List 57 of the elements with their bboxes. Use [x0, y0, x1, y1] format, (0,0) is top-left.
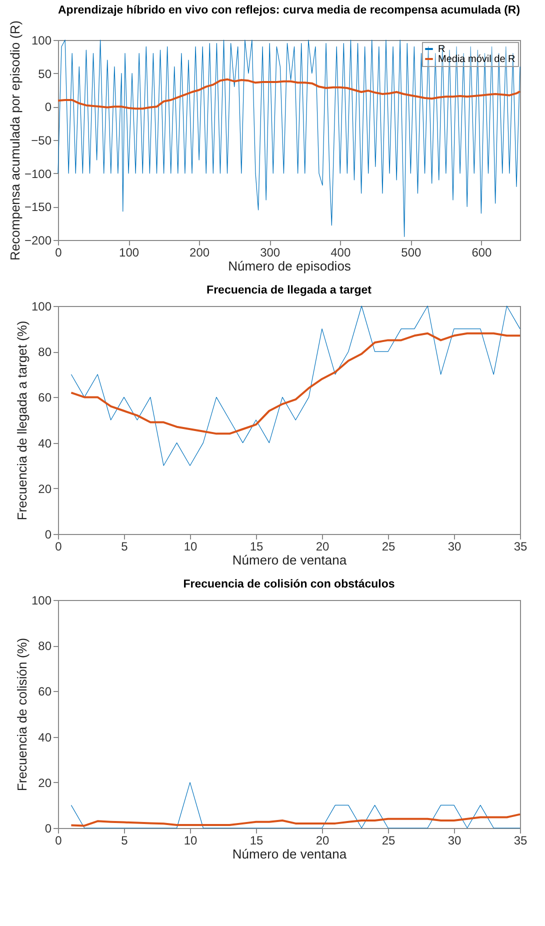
y-tick-label: −200 — [24, 234, 52, 248]
x-tick-label: 35 — [514, 540, 528, 554]
x-tick-label: 600 — [472, 246, 492, 260]
line-series — [70, 813, 521, 827]
y-tick-label: 60 — [38, 390, 52, 405]
x-tick-label: 10 — [184, 834, 198, 848]
x-tick-label: 30 — [448, 834, 462, 848]
legend-label: R — [438, 44, 446, 55]
y-axis-title: Frecuencia de colisión (%) — [14, 638, 30, 792]
y-tick-label: −50 — [31, 134, 52, 148]
chart-title: Frecuencia de colisión con obstáculos — [183, 578, 395, 590]
x-tick-label: 400 — [330, 246, 351, 260]
x-tick-label: 5 — [121, 834, 128, 848]
x-tick-label: 5 — [121, 540, 128, 554]
x-tick-label: 200 — [190, 246, 210, 260]
y-tick-label: 40 — [38, 436, 52, 450]
x-tick-label: 20 — [316, 540, 330, 554]
x-tick-label: 0 — [55, 246, 62, 260]
x-tick-label: 0 — [55, 834, 62, 848]
y-tick-label: 100 — [31, 300, 52, 314]
y-tick-label: −100 — [24, 166, 52, 181]
y-tick-label: 0 — [44, 528, 52, 542]
y-tick-label: 40 — [38, 730, 52, 744]
chart-title: Frecuencia de llegada a target — [206, 284, 372, 296]
y-tick-label: 80 — [38, 639, 52, 654]
line-series — [70, 306, 520, 466]
x-tick-label: 10 — [184, 540, 198, 554]
line-series — [58, 40, 520, 237]
x-axis-title: Número de episodios — [228, 258, 352, 274]
x-tick-label: 25 — [382, 540, 396, 554]
x-axis-title: Número de ventana — [232, 846, 348, 862]
y-axis-title: Recompensa acumulada por episodio (R) — [7, 20, 22, 260]
y-tick-label: 60 — [38, 684, 52, 699]
y-tick-label: 20 — [38, 776, 52, 790]
x-tick-label: 20 — [316, 834, 330, 848]
x-axis-title: Número de ventana — [232, 552, 348, 568]
chart-title: Aprendizaje híbrido en vivo con reflejos: curva media de recompensa acumulada (R) — [58, 4, 520, 17]
x-tick-label: 500 — [401, 246, 422, 260]
x-tick-label: 25 — [382, 834, 396, 848]
x-tick-label: 30 — [448, 540, 462, 554]
y-tick-label: 80 — [38, 345, 52, 360]
y-tick-label: 50 — [38, 66, 52, 81]
y-axis-title: Frecuencia de llegada a target (%) — [14, 320, 30, 520]
x-tick-label: 0 — [55, 540, 62, 554]
line-series — [70, 332, 521, 435]
y-tick-label: −150 — [24, 200, 52, 214]
x-tick-label: 100 — [119, 246, 140, 260]
y-tick-label: 100 — [31, 34, 52, 48]
line-series — [57, 78, 521, 110]
x-tick-label: 300 — [260, 246, 280, 260]
y-tick-label: 100 — [31, 594, 52, 608]
x-tick-label: 15 — [250, 540, 264, 554]
x-tick-label: 35 — [514, 834, 528, 848]
x-tick-label: 15 — [250, 834, 264, 848]
y-tick-label: 20 — [38, 482, 52, 496]
y-tick-label: 0 — [44, 822, 52, 836]
y-tick-label: 0 — [44, 100, 52, 114]
